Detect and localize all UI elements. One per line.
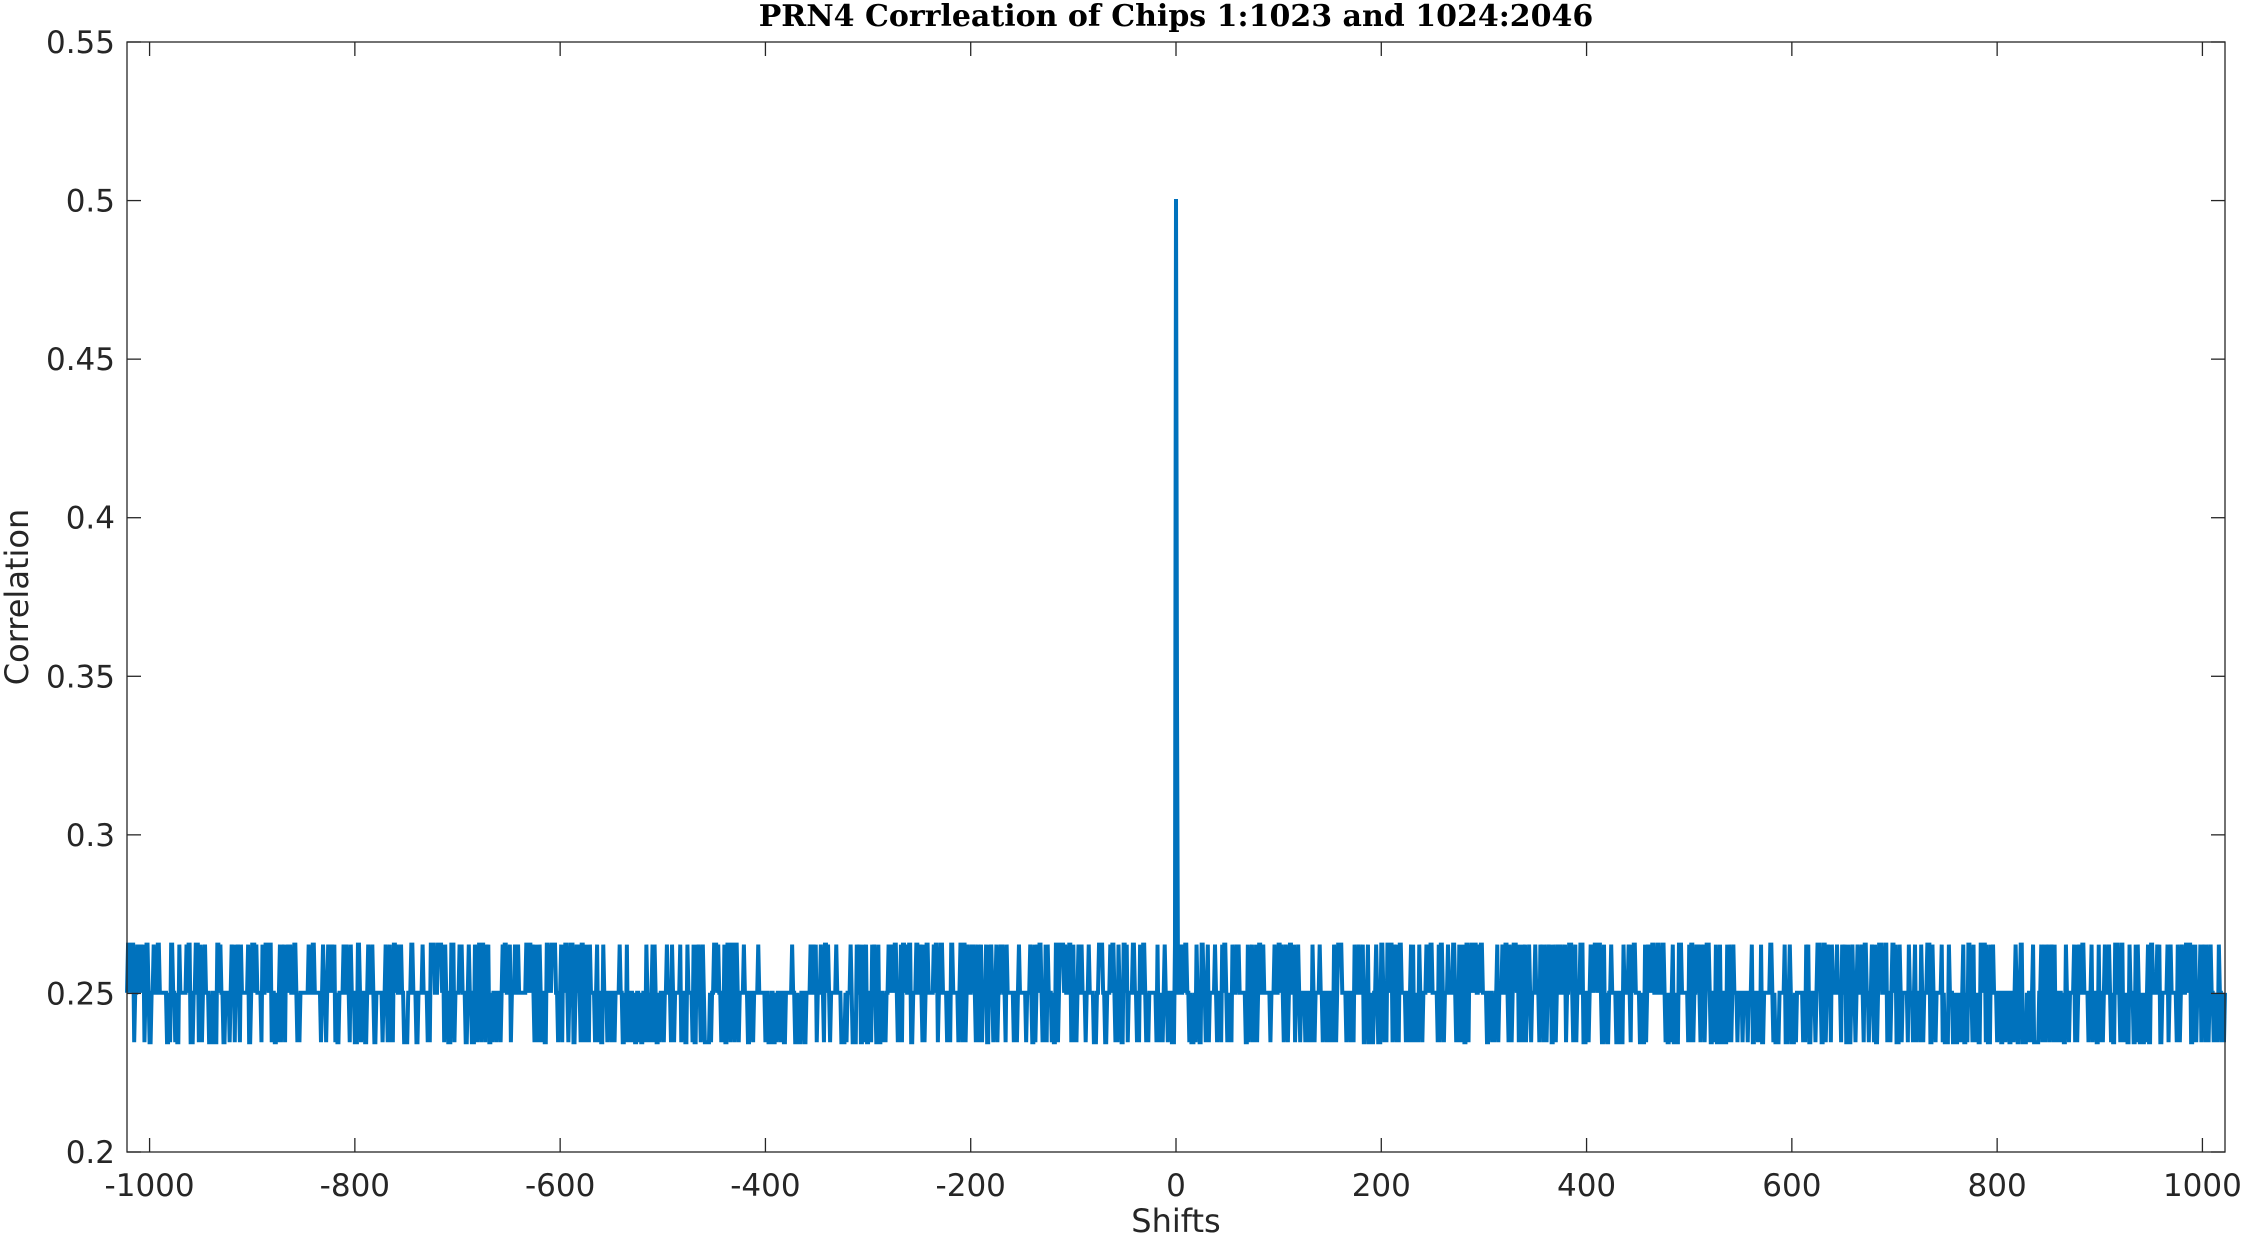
x-tick-label: 800: [1968, 1168, 2027, 1204]
x-tick-label: 1000: [2163, 1168, 2242, 1204]
x-tick-label: -1000: [105, 1168, 195, 1204]
x-tick-label: -400: [730, 1168, 800, 1204]
correlation-series-line: [125, 198, 2227, 1045]
x-tick-label: 400: [1557, 1168, 1616, 1204]
x-tick-label: 600: [1762, 1168, 1821, 1204]
y-tick-label: 0.5: [66, 184, 115, 220]
y-tick-label: 0.3: [66, 818, 115, 854]
y-tick-label: 0.2: [66, 1135, 115, 1171]
y-tick-label: 0.4: [66, 501, 115, 537]
x-axis-label: Shifts: [1131, 1202, 1220, 1238]
y-tick-label: 0.35: [46, 659, 115, 695]
series-layer: [125, 198, 2227, 1045]
y-tick-label: 0.55: [46, 25, 115, 61]
x-tick-label: -200: [936, 1168, 1006, 1204]
x-tick-label: 200: [1352, 1168, 1411, 1204]
chart-title: PRN4 Corrleation of Chips 1:1023 and 102…: [759, 0, 1594, 34]
x-tick-label: 0: [1166, 1168, 1186, 1204]
y-tick-label: 0.25: [46, 976, 115, 1012]
y-axis-label: Correlation: [0, 509, 36, 685]
x-tick-label: -800: [320, 1168, 390, 1204]
x-tick-label: -600: [525, 1168, 595, 1204]
axes-layer: -1000 -800 -600 -400 -200 0 200 400 600 800 1000 0.…: [46, 25, 2242, 1204]
y-tick-label: 0.45: [46, 342, 115, 378]
